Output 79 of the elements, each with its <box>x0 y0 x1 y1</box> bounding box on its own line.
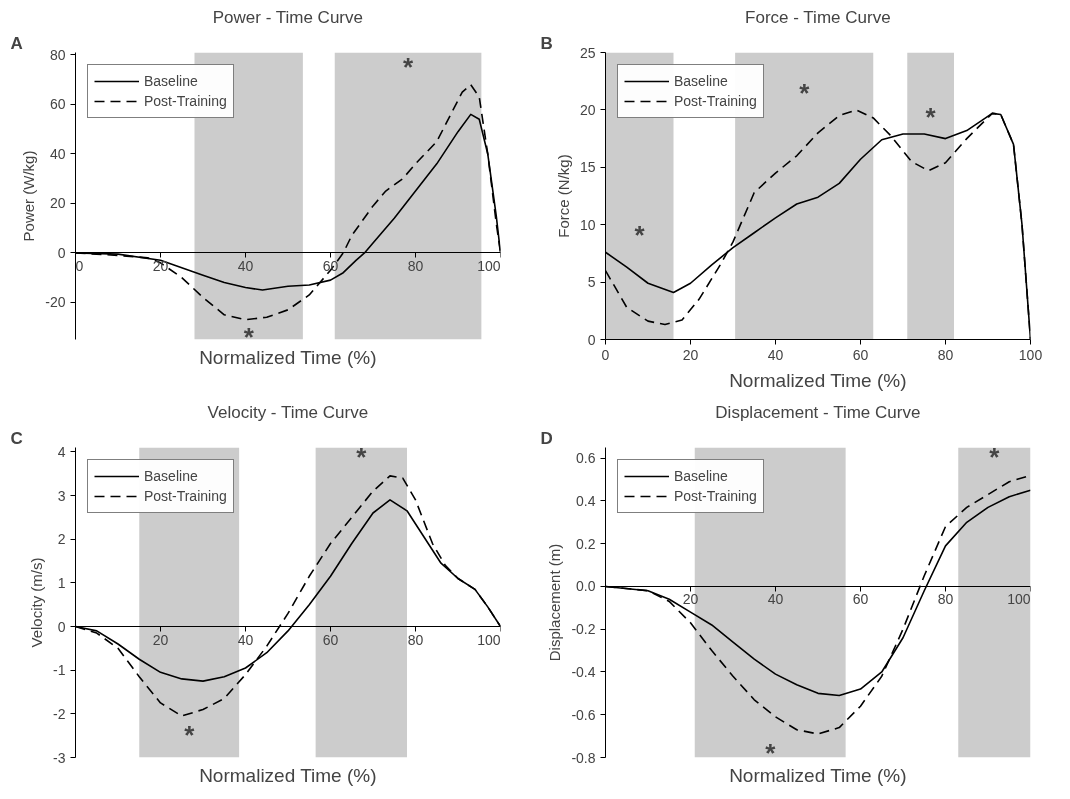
x-tick-label: 80 <box>937 346 954 363</box>
chart-title: Power - Time Curve <box>212 7 363 27</box>
y-tick-label: 20 <box>49 195 66 212</box>
y-tick-label: 1 <box>57 574 66 591</box>
chart-title: Displacement - Time Curve <box>715 402 921 422</box>
y-tick-label: -3 <box>53 749 66 766</box>
x-axis-title: Normalized Time (%) <box>729 369 907 391</box>
text: B <box>540 33 553 53</box>
band-label: * <box>989 441 1001 472</box>
y-tick-label: 5 <box>587 274 596 291</box>
y-tick-label: 15 <box>579 159 596 176</box>
x-tick-label: 20 <box>682 591 699 608</box>
x-axis-title: Normalized Time (%) <box>199 764 377 786</box>
legend-label: Baseline <box>674 73 728 89</box>
x-tick-label: 40 <box>767 346 784 363</box>
text: C <box>10 428 23 448</box>
y-tick-label: 0.6 <box>576 450 596 467</box>
legend-label: Baseline <box>144 73 198 89</box>
band-label: * <box>403 52 414 83</box>
y-axis-title: Force (N/kg) <box>554 154 572 238</box>
y-tick-label: 40 <box>49 145 66 162</box>
y-tick-label: 80 <box>49 46 66 63</box>
x-tick-label: 60 <box>852 346 869 363</box>
band-label: * <box>634 220 646 251</box>
x-tick-label: 40 <box>237 631 254 648</box>
y-axis-title: Power (W/kg) <box>20 150 38 242</box>
x-tick-label: 40 <box>237 257 254 274</box>
y-tick-label: 60 <box>49 96 66 113</box>
y-tick-label: 3 <box>57 487 66 504</box>
x-tick-label: 20 <box>682 346 699 363</box>
legend-label: Post-Training <box>674 93 757 109</box>
x-tick-label: 80 <box>937 591 954 608</box>
legend-label: Post-Training <box>674 488 757 504</box>
x-tick-label: 0 <box>75 257 84 274</box>
chart-title: Force - Time Curve <box>745 7 891 27</box>
y-tick-label: -1 <box>53 662 66 679</box>
y-tick-label: -2 <box>53 705 66 722</box>
x-tick-label: 80 <box>407 631 424 648</box>
x-tick-label: 60 <box>322 631 339 648</box>
x-tick-label: 20 <box>152 631 169 648</box>
y-tick-label: 0.4 <box>576 492 596 509</box>
y-tick-label: 10 <box>579 216 596 233</box>
x-tick-label: 100 <box>1018 346 1043 363</box>
x-tick-label: 100 <box>477 257 501 274</box>
band-label: * <box>356 442 368 473</box>
y-tick-label: 0.2 <box>576 535 596 552</box>
y-tick-label: 0 <box>587 331 596 348</box>
text: D <box>540 428 553 448</box>
band-label: * <box>799 77 811 108</box>
y-tick-label: -0.2 <box>571 621 596 638</box>
y-tick-label: 0.0 <box>576 578 596 595</box>
y-tick-label: -0.4 <box>571 663 596 680</box>
y-tick-label: -20 <box>45 294 66 311</box>
y-tick-label: 0 <box>57 244 66 261</box>
text: A <box>10 33 23 53</box>
x-tick-label: 60 <box>852 591 869 608</box>
band-label: * <box>184 719 196 750</box>
y-tick-label: -0.8 <box>571 749 596 766</box>
y-axis-title: Velocity (m/s) <box>28 557 46 648</box>
band-label: * <box>925 101 937 132</box>
x-tick-label: 100 <box>1007 591 1031 608</box>
y-tick-label: -0.6 <box>571 706 596 723</box>
legend-label: Post-Training <box>144 93 227 109</box>
legend-label: Baseline <box>144 468 198 484</box>
chart-title: Velocity - Time Curve <box>207 402 369 422</box>
y-tick-label: 0 <box>57 618 66 635</box>
x-tick-label: 40 <box>767 591 784 608</box>
legend-label: Baseline <box>674 468 728 484</box>
y-tick-label: 4 <box>57 443 66 460</box>
y-axis-title: Displacement (m) <box>546 543 564 662</box>
x-tick-label: 60 <box>322 257 339 274</box>
x-tick-label: 100 <box>477 631 501 648</box>
x-tick-label: 80 <box>407 257 424 274</box>
x-tick-label: 0 <box>601 346 610 363</box>
x-tick-label: 20 <box>152 257 169 274</box>
y-tick-label: 25 <box>579 44 596 61</box>
y-tick-label: 20 <box>579 101 596 118</box>
legend-label: Post-Training <box>144 488 227 504</box>
y-tick-label: 2 <box>57 531 66 548</box>
